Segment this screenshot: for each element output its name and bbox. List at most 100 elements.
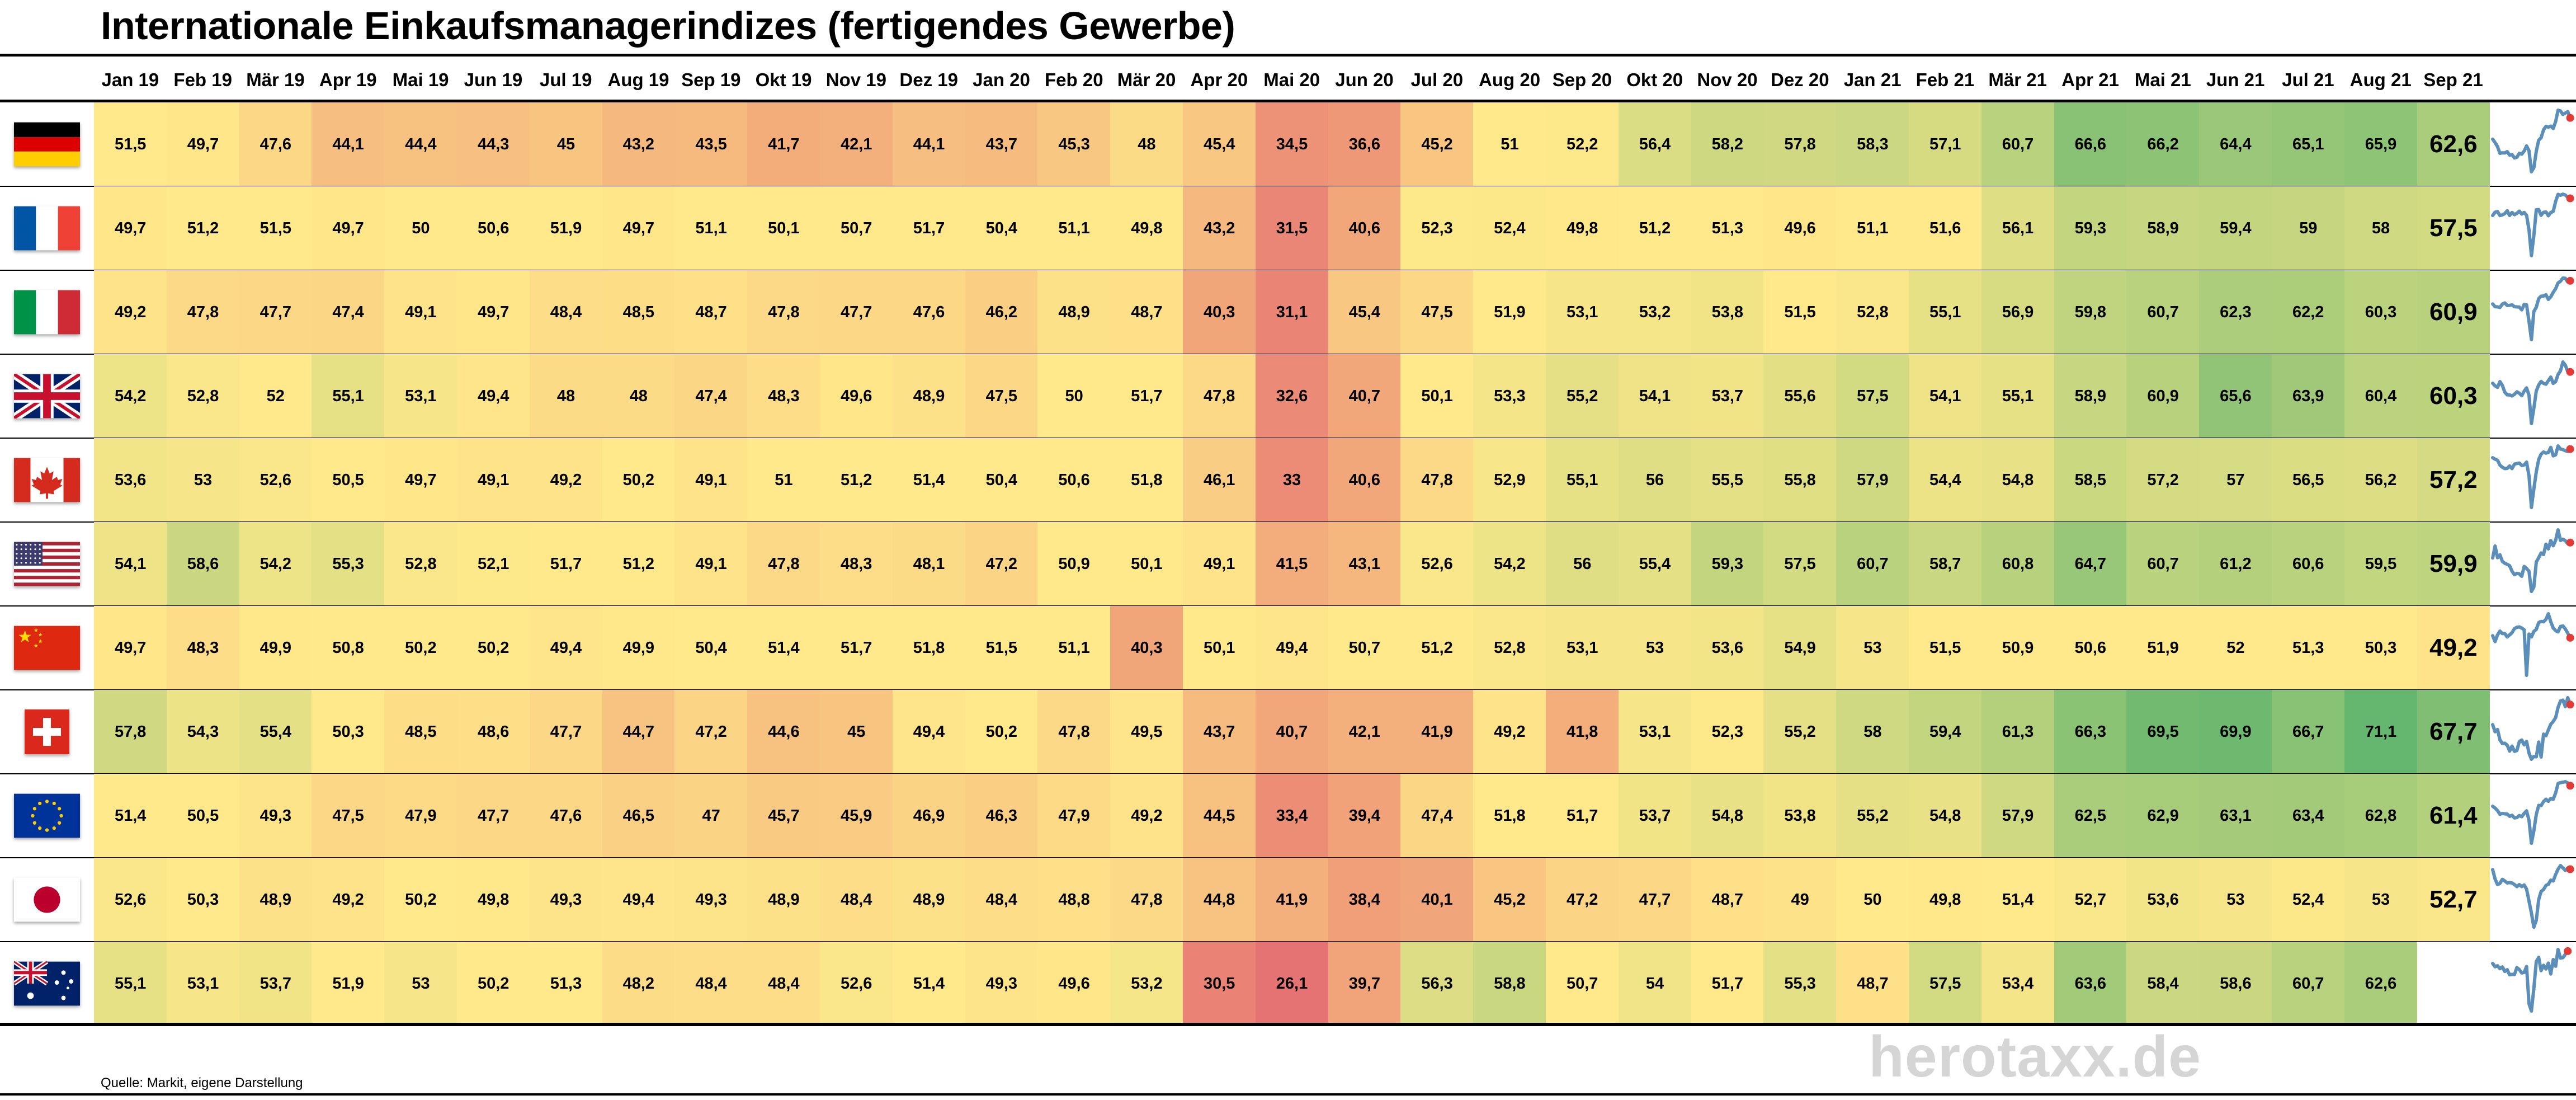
value-cell: 57,5 (1836, 354, 1909, 438)
sparkline (2489, 606, 2576, 690)
value-cell: 51,1 (1037, 186, 1111, 270)
value-cell: 50,4 (965, 186, 1038, 270)
value-cell: 40,3 (1183, 270, 1256, 354)
value-cell: 50,9 (1981, 606, 2055, 690)
value-cell: 47,4 (674, 354, 748, 438)
value-cell: 51,4 (747, 606, 820, 690)
month-header: Nov 19 (825, 69, 886, 90)
value-cell: 47,8 (747, 270, 820, 354)
value-cell: 51,7 (1546, 774, 1619, 858)
value-cell: 41,7 (747, 102, 820, 186)
value-cell: 62,2 (2272, 270, 2345, 354)
value-cell: 60,7 (1981, 102, 2055, 186)
value-cell: 47,5 (312, 774, 385, 858)
value-cell: 56,1 (1981, 186, 2055, 270)
value-cell: 51,9 (529, 186, 603, 270)
value-cell: 51,7 (1691, 942, 1764, 1026)
value-cell: 48,3 (747, 354, 820, 438)
value-cell: 55,4 (239, 690, 312, 774)
value-cell: 39,7 (1328, 942, 1401, 1026)
value-cell: 47,9 (384, 774, 457, 858)
value-cell: 57,5 (1909, 942, 1982, 1026)
value-cell: 50,7 (1328, 606, 1401, 690)
canada-flag-icon (0, 438, 94, 522)
value-cell: 53 (166, 438, 240, 522)
value-cell: 45,2 (1400, 102, 1474, 186)
value-cell: 53,6 (94, 438, 167, 522)
value-cell: 51,9 (2126, 606, 2200, 690)
value-cell: 51,3 (529, 942, 603, 1026)
value-cell: 60,6 (2272, 522, 2345, 606)
value-cell: 51,5 (94, 102, 167, 186)
value-cell: 57,8 (1763, 102, 1837, 186)
value-cell: 55,4 (1618, 522, 1692, 606)
value-cell: 56,5 (2272, 438, 2345, 522)
value-cell: 55,2 (1836, 774, 1909, 858)
value-cell: 66,7 (2272, 690, 2345, 774)
value-cell: 51,4 (892, 942, 966, 1026)
value-cell: 47,4 (312, 270, 385, 354)
value-cell: 49,1 (457, 438, 530, 522)
value-cell: 53 (384, 942, 457, 1026)
value-cell: 51,4 (892, 438, 966, 522)
value-cell: 50 (1037, 354, 1111, 438)
value-cell: 50 (1836, 858, 1909, 942)
value-cell: 60,9 (2126, 354, 2200, 438)
value-cell: 51,5 (965, 606, 1038, 690)
value-cell: 49,1 (1183, 522, 1256, 606)
value-cell: 40,3 (1110, 606, 1183, 690)
month-header: Mai 21 (2134, 69, 2191, 90)
value-cell: 52,3 (1691, 690, 1764, 774)
value-cell: 51,5 (239, 186, 312, 270)
value-cell: 47,2 (674, 690, 748, 774)
value-cell: 52,9 (1473, 438, 1546, 522)
value-cell: 52,2 (1546, 102, 1619, 186)
value-cell: 47 (674, 774, 748, 858)
value-cell: 50,3 (2344, 606, 2418, 690)
value-cell: 48,9 (892, 354, 966, 438)
sparkline-path (2491, 612, 2572, 677)
value-cell: 52,4 (2272, 858, 2345, 942)
value-cell: 48,4 (674, 942, 748, 1026)
value-cell: 53 (2199, 858, 2272, 942)
sparkline-path (2491, 528, 2572, 593)
value-cell: 47,7 (1618, 858, 1692, 942)
value-cell: 49 (1763, 858, 1837, 942)
value-cell: 44,1 (312, 102, 385, 186)
value-cell: 50,7 (820, 186, 893, 270)
value-cell: 52,8 (384, 522, 457, 606)
value-cell: 66,6 (2054, 102, 2127, 186)
current-value-cell: 60,3 (2417, 354, 2490, 438)
month-header: Jun 20 (1335, 69, 1394, 90)
value-cell: 48,1 (892, 522, 966, 606)
sparkline (2489, 942, 2576, 1026)
month-header: Mär 19 (246, 69, 305, 90)
month-header: Dez 20 (1771, 69, 1829, 90)
value-cell: 48,5 (602, 270, 675, 354)
value-cell: 48,3 (820, 522, 893, 606)
value-cell: 49,2 (94, 270, 167, 354)
sparkline-path (2491, 780, 2572, 845)
value-cell: 51,2 (166, 186, 240, 270)
value-cell: 62,5 (2054, 774, 2127, 858)
value-cell: 43,7 (965, 102, 1038, 186)
value-cell: 49,8 (1909, 858, 1982, 942)
value-cell: 53,6 (1691, 606, 1764, 690)
value-cell: 55,2 (1763, 690, 1837, 774)
month-header: Aug 19 (607, 69, 669, 90)
value-cell: 45,4 (1183, 102, 1256, 186)
value-cell: 55,5 (1691, 438, 1764, 522)
month-header: Jul 19 (539, 69, 592, 90)
value-cell: 43,7 (1183, 690, 1256, 774)
value-cell: 59,3 (2054, 186, 2127, 270)
value-cell: 49,2 (312, 858, 385, 942)
value-cell: 49,2 (1473, 690, 1546, 774)
value-cell: 44,1 (892, 102, 966, 186)
value-cell: 53 (2344, 858, 2418, 942)
value-cell: 59,4 (1909, 690, 1982, 774)
value-cell: 50,6 (1037, 438, 1111, 522)
value-cell: 44,3 (457, 102, 530, 186)
value-cell: 51,7 (820, 606, 893, 690)
value-cell: 54,9 (1763, 606, 1837, 690)
value-cell: 52,4 (1473, 186, 1546, 270)
